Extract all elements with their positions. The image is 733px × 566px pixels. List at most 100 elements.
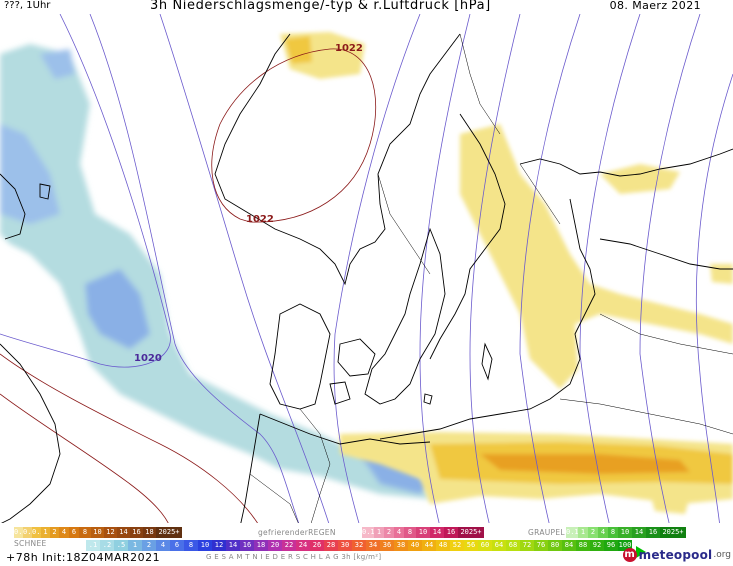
- legend-cell: 28: [324, 540, 338, 551]
- legend-cell: 72: [520, 540, 534, 551]
- border-line: [299, 408, 331, 527]
- legend-cell: 14: [632, 527, 646, 538]
- legend-cell: 14: [226, 540, 240, 551]
- legend-cell: 2025+: [660, 527, 686, 538]
- legend-cell: 16: [130, 527, 143, 538]
- legend-cell: 6: [170, 540, 184, 551]
- legend-cell: 30: [338, 540, 352, 551]
- rain-strong: [480, 454, 690, 474]
- legend-cell: 60: [478, 540, 492, 551]
- legend-cell: 10: [416, 527, 430, 538]
- borders: [249, 33, 733, 527]
- isobar-line: [333, 14, 421, 527]
- rain-area: [280, 32, 733, 514]
- snow-area: [0, 44, 430, 499]
- legend-cell: 4: [394, 527, 404, 538]
- init-time-label: +78h Init:18Z04MAR2021: [6, 551, 161, 564]
- shetland: [39, 183, 51, 200]
- rain-light: [710, 264, 733, 284]
- legend-cell: 0.1: [14, 527, 23, 538]
- snow-mid: [40, 49, 75, 79]
- legend-cell: 2025+: [458, 527, 484, 538]
- map-header: ???, 1Uhr 3h Niederschlagsmenge/-typ & r…: [0, 0, 733, 18]
- legend-cell: 52: [450, 540, 464, 551]
- isobar-line: [695, 73, 733, 527]
- border-line: [249, 473, 301, 527]
- legend-cell: 2: [50, 527, 59, 538]
- legend-cell: 2: [384, 527, 394, 538]
- isobar-line: [89, 14, 301, 527]
- legend-cell: 8: [79, 527, 91, 538]
- legend-cell: 38: [394, 540, 408, 551]
- rain-light: [650, 494, 690, 514]
- rain-light: [460, 124, 733, 389]
- legend-cell: 10: [618, 527, 632, 538]
- legend-cell: 12: [104, 527, 117, 538]
- isobars: [0, 14, 733, 527]
- snow-mid: [85, 269, 150, 349]
- isobar-line: [159, 14, 331, 527]
- legend-cell: 1: [374, 527, 384, 538]
- snow-mid: [0, 124, 60, 224]
- map-title: 3h Niederschlagsmenge/-typ & r.Luftdruck…: [150, 0, 491, 13]
- legend-cell: 92: [590, 540, 604, 551]
- legend-cell: 14: [117, 527, 130, 538]
- isobar-line: [419, 14, 471, 527]
- freezing-rain-label: gefrierenderREGEN: [258, 528, 336, 537]
- legend-cell: 44: [422, 540, 436, 551]
- legend-cell: 4: [156, 540, 170, 551]
- legend-cell: 32: [352, 540, 366, 551]
- isobar-line: [519, 14, 581, 527]
- legend-cell: 34: [366, 540, 380, 551]
- danish-islands: [337, 338, 376, 377]
- isobar-line: [0, 14, 171, 368]
- legend-cell: 24: [296, 540, 310, 551]
- legend-cell: 1: [128, 540, 142, 551]
- sweden-coast: [364, 227, 446, 405]
- legend-cell: .1: [86, 540, 100, 551]
- legend-cell: 2: [142, 540, 156, 551]
- precipitation-legend: 0.10.20.51246810121416182025+ gefrierend…: [0, 523, 733, 566]
- rain-light: [600, 164, 680, 194]
- legend-cell: 80: [548, 540, 562, 551]
- legend-cell: 0.1: [362, 527, 374, 538]
- norway-coast: [214, 33, 461, 286]
- legend-cell: 8: [608, 527, 618, 538]
- legend-cell: 2: [588, 527, 598, 538]
- isobar-line: [211, 48, 377, 223]
- isobar-line: [0, 353, 261, 527]
- legend-cell: 36: [380, 540, 394, 551]
- snow-light: [0, 44, 430, 499]
- logo-text: meteopool: [638, 548, 713, 562]
- legend-cell: .2: [100, 540, 114, 551]
- legend-cell: 56: [464, 540, 478, 551]
- baltic-states-coast: [599, 238, 733, 270]
- isobar-label: 1022: [335, 43, 363, 54]
- gotland: [481, 342, 493, 381]
- jutland-coast: [269, 303, 331, 410]
- legend-cell: 4: [59, 527, 69, 538]
- legend-cell: 0.2: [23, 527, 32, 538]
- legend-cell: 26: [310, 540, 324, 551]
- border-line: [519, 163, 561, 225]
- legend-cell: 76: [534, 540, 548, 551]
- legend-cell: 2025+: [156, 527, 182, 538]
- border-line: [459, 33, 501, 135]
- freezing-rain-scale: 0.1 1 2 4 8 10 14 16 2025+: [362, 527, 484, 538]
- bornholm: [423, 393, 433, 405]
- scale-arrow-icon: [636, 546, 646, 558]
- legend-cell: 100: [618, 540, 632, 551]
- legend-cell: 1: [578, 527, 588, 538]
- danish-islands: [329, 381, 351, 405]
- total-precipitation-caption: G E S A M T N I E D E R S C H L A G 3h […: [206, 553, 382, 561]
- baltic-coast: [379, 198, 596, 440]
- graupel-scale: 0.1 1 2 4 8 10 14 16 2025+: [566, 527, 686, 538]
- logo-tld: .org: [713, 550, 731, 560]
- legend-cell: 18: [143, 527, 156, 538]
- legend-cell: 8: [404, 527, 416, 538]
- date-label: 08. Maerz 2021: [609, 0, 701, 12]
- legend-cell: 20: [268, 540, 282, 551]
- legend-cell: 68: [506, 540, 520, 551]
- isobar-line: [0, 393, 171, 527]
- meteopool-logo: m meteopool .org: [622, 546, 731, 564]
